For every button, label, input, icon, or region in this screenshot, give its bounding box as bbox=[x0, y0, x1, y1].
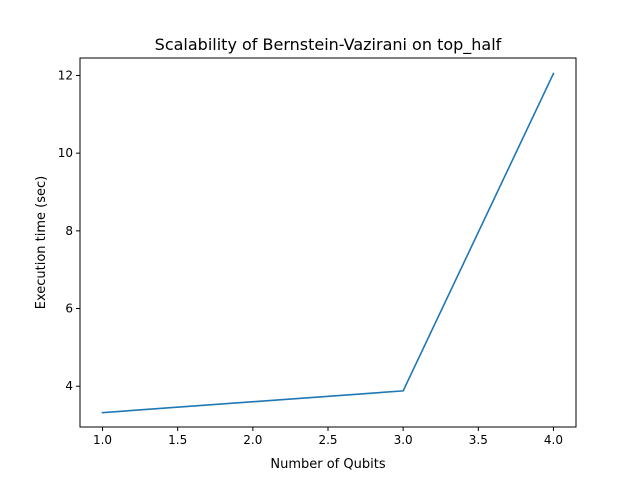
x-tick-label: 1.0 bbox=[93, 433, 112, 447]
y-tick-label: 12 bbox=[58, 68, 73, 82]
y-tick-label: 8 bbox=[65, 224, 73, 238]
chart-title: Scalability of Bernstein-Vazirani on top… bbox=[155, 35, 502, 55]
data-point bbox=[553, 73, 555, 75]
plot-area bbox=[101, 72, 555, 414]
y-tick-label: 4 bbox=[65, 379, 73, 393]
series-line-0 bbox=[101, 72, 555, 414]
x-tick-label: 2.5 bbox=[318, 433, 337, 447]
x-tick-label: 4.0 bbox=[544, 433, 563, 447]
x-tick-label: 1.5 bbox=[168, 433, 187, 447]
x-tick-label: 3.0 bbox=[394, 433, 413, 447]
y-axis-label: Execution time (sec) bbox=[34, 176, 49, 310]
x-tick-label: 3.5 bbox=[469, 433, 488, 447]
x-axis-label: Number of Qubits bbox=[270, 457, 385, 472]
x-tick-label: 2.0 bbox=[243, 433, 262, 447]
data-point bbox=[102, 412, 104, 414]
y-tick-label: 6 bbox=[65, 302, 73, 316]
data-point bbox=[402, 390, 404, 392]
axis-ticks: 1.0 1.5 2.0 2.5 3.0 3.5 4.0 4 6 8 10 12 bbox=[58, 68, 563, 447]
y-tick-label: 10 bbox=[58, 146, 73, 160]
axes-frame bbox=[79, 57, 577, 428]
